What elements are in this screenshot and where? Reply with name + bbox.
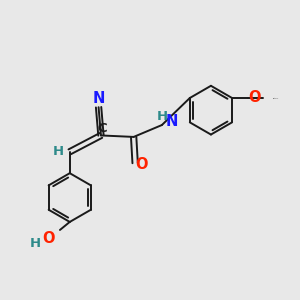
Text: H: H — [53, 145, 64, 158]
Text: C: C — [98, 122, 107, 135]
Text: O: O — [43, 231, 55, 246]
Text: H: H — [30, 237, 41, 250]
Text: H: H — [157, 110, 168, 123]
Text: N: N — [165, 114, 178, 129]
Text: O: O — [249, 91, 261, 106]
Text: methoxy: methoxy — [273, 98, 279, 99]
Text: O: O — [135, 157, 148, 172]
Text: N: N — [92, 91, 105, 106]
